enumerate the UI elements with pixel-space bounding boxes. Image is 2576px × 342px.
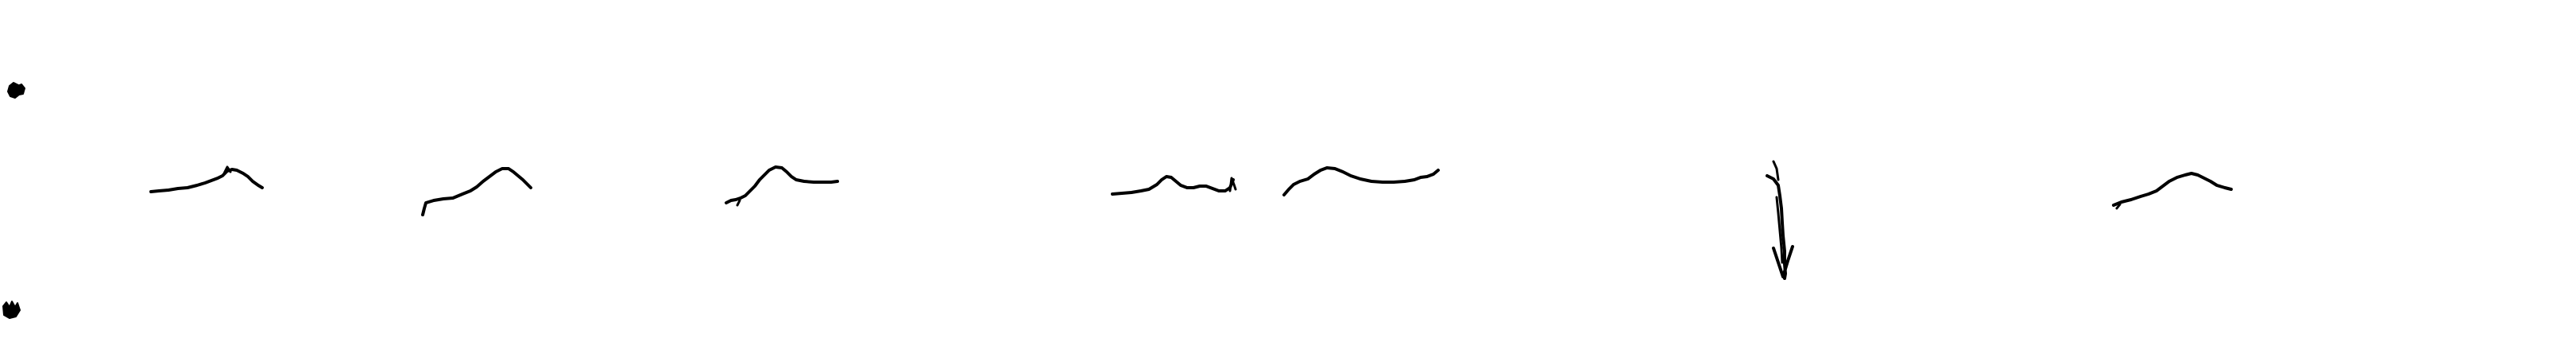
bottom-left-marker xyxy=(2,301,21,319)
trace-5 xyxy=(1282,166,1440,196)
trace-1-tick xyxy=(222,165,232,175)
ink-blot-icon xyxy=(17,84,25,95)
top-left-marker xyxy=(7,82,25,99)
trace-1 xyxy=(149,168,264,193)
trace-2 xyxy=(421,167,532,216)
trace-6-tick xyxy=(2115,203,2122,210)
trace-group xyxy=(149,160,2233,280)
trace-3 xyxy=(725,165,839,204)
trace-6 xyxy=(2112,172,2233,207)
arrow-shaft-echo xyxy=(1775,196,1784,264)
arrow-top-stroke xyxy=(1772,160,1780,181)
trace-4 xyxy=(1111,175,1235,196)
ink-blot-icon xyxy=(2,301,21,319)
trace-3-mark xyxy=(736,199,741,207)
arrow-head xyxy=(1772,245,1794,278)
trace-4-spike xyxy=(1228,177,1237,192)
hand-drawn-down-arrow-icon xyxy=(1766,160,1794,280)
